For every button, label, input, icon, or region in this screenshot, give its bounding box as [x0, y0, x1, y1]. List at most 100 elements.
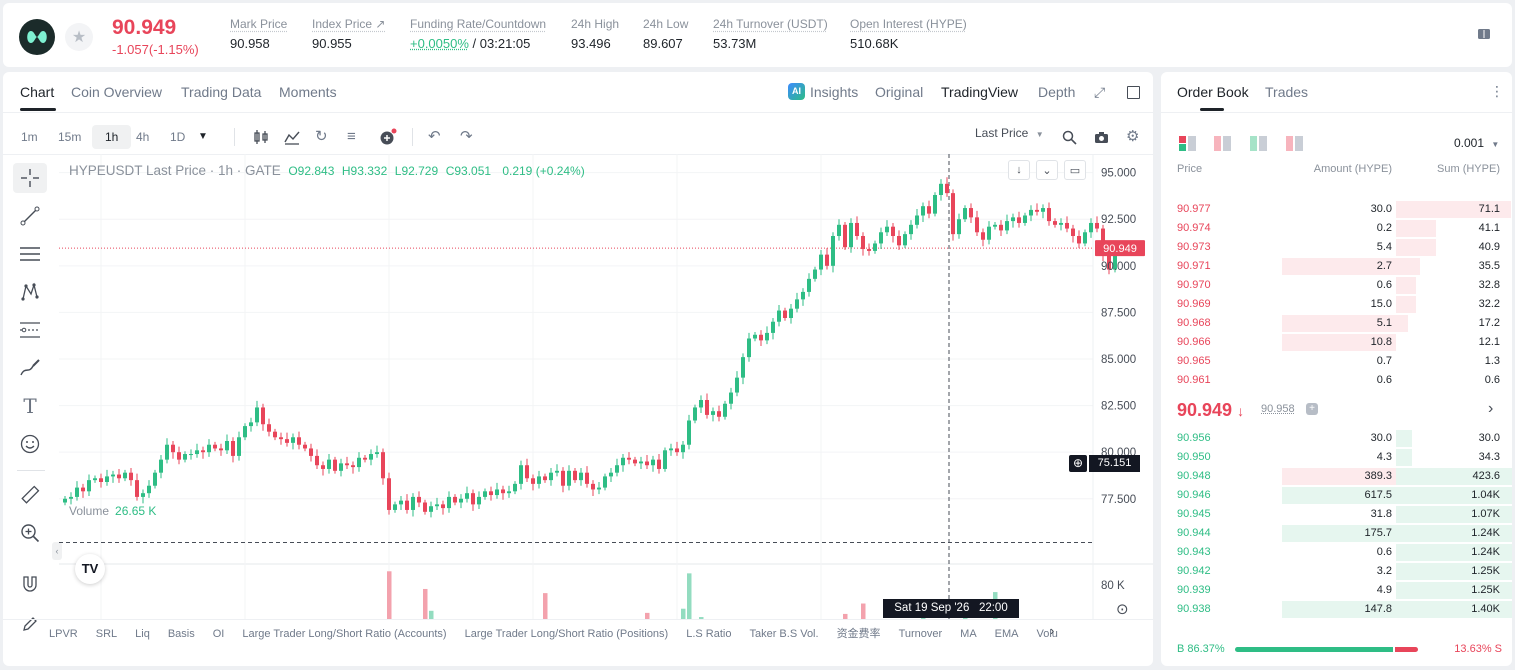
bid-row[interactable]: 90.948 389.3 423.6: [1161, 467, 1512, 486]
more-icon[interactable]: ⋮: [1490, 83, 1504, 99]
ask-row[interactable]: 90.977 30.0 71.1: [1161, 200, 1512, 219]
favorite-star-icon[interactable]: ★: [65, 23, 93, 51]
brush-tool-icon[interactable]: [13, 353, 47, 383]
tab-trading-data[interactable]: Trading Data: [181, 84, 262, 100]
bid-row[interactable]: 90.946 617.5 1.04K: [1161, 486, 1512, 505]
camera-icon[interactable]: [1094, 125, 1109, 149]
bid-amount: 30.0: [1370, 432, 1392, 444]
book-icon[interactable]: [1477, 27, 1495, 45]
stat-index-price[interactable]: Index Price ↗ 90.955: [312, 17, 386, 51]
indicator-item[interactable]: Basis: [167, 628, 195, 640]
funding-rate-value[interactable]: +0.0050%: [410, 36, 469, 51]
interval-1d[interactable]: 1D: [170, 130, 186, 144]
chevron-right-icon[interactable]: ›: [1488, 400, 1494, 417]
view-compact-icon[interactable]: [1286, 136, 1303, 154]
ask-row[interactable]: 90.966 10.8 12.1: [1161, 333, 1512, 352]
ask-row[interactable]: 90.971 2.7 35.5: [1161, 257, 1512, 276]
list-icon[interactable]: ≡: [347, 128, 356, 145]
indicator-item[interactable]: Large Trader Long/Short Ratio (Positions…: [464, 628, 669, 640]
ask-row[interactable]: 90.968 5.1 17.2: [1161, 314, 1512, 333]
price-chart[interactable]: 95.00092.50090.00087.50085.00082.50080.0…: [59, 154, 1153, 620]
zoom-in-icon[interactable]: [13, 518, 47, 548]
view-asks-icon[interactable]: [1214, 136, 1231, 154]
bid-row[interactable]: 90.956 30.0 30.0: [1161, 429, 1512, 448]
arrow-down-icon[interactable]: ↓: [1008, 160, 1030, 180]
tab-moments[interactable]: Moments: [279, 84, 337, 100]
add-alert-icon[interactable]: ⊕: [1069, 455, 1087, 472]
insights-button[interactable]: Insights: [810, 84, 859, 100]
fib-tool-icon[interactable]: [13, 315, 47, 345]
interval-1h[interactable]: 1h: [92, 125, 132, 149]
gear-icon[interactable]: ⚙: [1126, 128, 1140, 145]
chevron-down-icon[interactable]: ▼: [198, 131, 208, 142]
precision-dropdown[interactable]: 0.001 ▼: [1454, 136, 1499, 150]
chevron-right-icon[interactable]: ›: [1050, 623, 1055, 638]
ask-row[interactable]: 90.970 0.6 32.8: [1161, 276, 1512, 295]
tradingview-logo[interactable]: TV: [75, 554, 105, 584]
redo-icon[interactable]: ↷: [460, 128, 473, 145]
view-depth[interactable]: Depth: [1038, 84, 1076, 100]
indicators-icon[interactable]: [284, 125, 300, 149]
candle-body: [825, 254, 829, 266]
ask-row[interactable]: 90.961 0.6 0.6: [1161, 371, 1512, 390]
interval-4h[interactable]: 4h: [136, 130, 150, 144]
indicator-item[interactable]: Volu: [1036, 628, 1058, 640]
view-original[interactable]: Original: [875, 84, 924, 100]
indicator-item[interactable]: Liq: [135, 628, 150, 640]
pencil-lock-icon[interactable]: [13, 609, 47, 639]
indicator-item[interactable]: OI: [212, 628, 225, 640]
tab-chart[interactable]: Chart: [20, 84, 55, 100]
chart-settings-icon[interactable]: ⊙: [1116, 601, 1129, 618]
indicator-item[interactable]: Turnover: [898, 628, 943, 640]
refresh-icon[interactable]: ↻: [315, 128, 328, 145]
bid-row[interactable]: 90.939 4.9 1.25K: [1161, 581, 1512, 600]
horizontal-lines-tool-icon[interactable]: [13, 239, 47, 269]
view-tradingview[interactable]: TradingView: [941, 84, 1019, 100]
bid-row[interactable]: 90.950 4.3 34.3: [1161, 448, 1512, 467]
emoji-tool-icon[interactable]: [13, 429, 47, 459]
price-source-dropdown[interactable]: Last Price ▼: [975, 126, 1044, 140]
pattern-tool-icon[interactable]: [13, 277, 47, 307]
undo-icon[interactable]: ↶: [428, 128, 441, 145]
ask-row[interactable]: 90.969 15.0 32.2: [1161, 295, 1512, 314]
search-icon[interactable]: [1062, 125, 1077, 149]
toggle-icon[interactable]: ▭: [1064, 160, 1086, 180]
candle-body: [405, 500, 409, 510]
text-tool-icon[interactable]: T: [23, 394, 37, 418]
bid-row[interactable]: 90.945 31.8 1.07K: [1161, 505, 1512, 524]
magnet-tool-icon[interactable]: [13, 569, 47, 599]
indicator-item[interactable]: SRL: [95, 628, 118, 640]
view-bids-icon[interactable]: [1250, 136, 1267, 154]
interval-1m[interactable]: 1m: [21, 130, 38, 144]
tab-order-book[interactable]: Order Book: [1177, 84, 1249, 100]
indicator-item[interactable]: Taker B.S Vol.: [749, 628, 819, 640]
tab-trades[interactable]: Trades: [1265, 84, 1309, 100]
trend-line-tool-icon[interactable]: [13, 201, 47, 231]
ask-row[interactable]: 90.973 5.4 40.9: [1161, 238, 1512, 257]
indicator-item[interactable]: MA: [960, 628, 977, 640]
window-icon[interactable]: [1127, 86, 1140, 99]
indicator-item[interactable]: 资金费率: [836, 628, 881, 640]
bid-row[interactable]: 90.944 175.7 1.24K: [1161, 524, 1512, 543]
expand-icon[interactable]: ⤢: [1094, 84, 1106, 100]
bid-row[interactable]: 90.942 3.2 1.25K: [1161, 562, 1512, 581]
collapse-icon[interactable]: ⌄: [1036, 160, 1058, 180]
candles-icon[interactable]: [253, 125, 269, 149]
view-both-icon[interactable]: [1179, 136, 1196, 154]
indicator-item[interactable]: L.S Ratio: [686, 628, 732, 640]
indicator-item[interactable]: LPVR: [49, 628, 78, 640]
tab-coin-overview[interactable]: Coin Overview: [71, 84, 163, 100]
bid-row[interactable]: 90.943 0.6 1.24K: [1161, 543, 1512, 562]
indicator-item[interactable]: EMA: [994, 628, 1019, 640]
ask-row[interactable]: 90.965 0.7 1.3: [1161, 352, 1512, 371]
interval-15m[interactable]: 15m: [58, 130, 82, 144]
add-icon[interactable]: [379, 125, 397, 149]
collapse-toolbar-icon[interactable]: ‹: [52, 542, 62, 560]
indicator-item[interactable]: Large Trader Long/Short Ratio (Accounts): [242, 628, 447, 640]
bid-row[interactable]: 90.938 147.8 1.40K: [1161, 600, 1512, 619]
crosshair-tool-icon[interactable]: [13, 163, 47, 193]
ask-row[interactable]: 90.974 0.2 41.1: [1161, 219, 1512, 238]
mid-mark-price[interactable]: 90.958: [1261, 403, 1295, 415]
ruler-tool-icon[interactable]: [13, 480, 47, 510]
amount-depth-bar: [1282, 601, 1396, 618]
